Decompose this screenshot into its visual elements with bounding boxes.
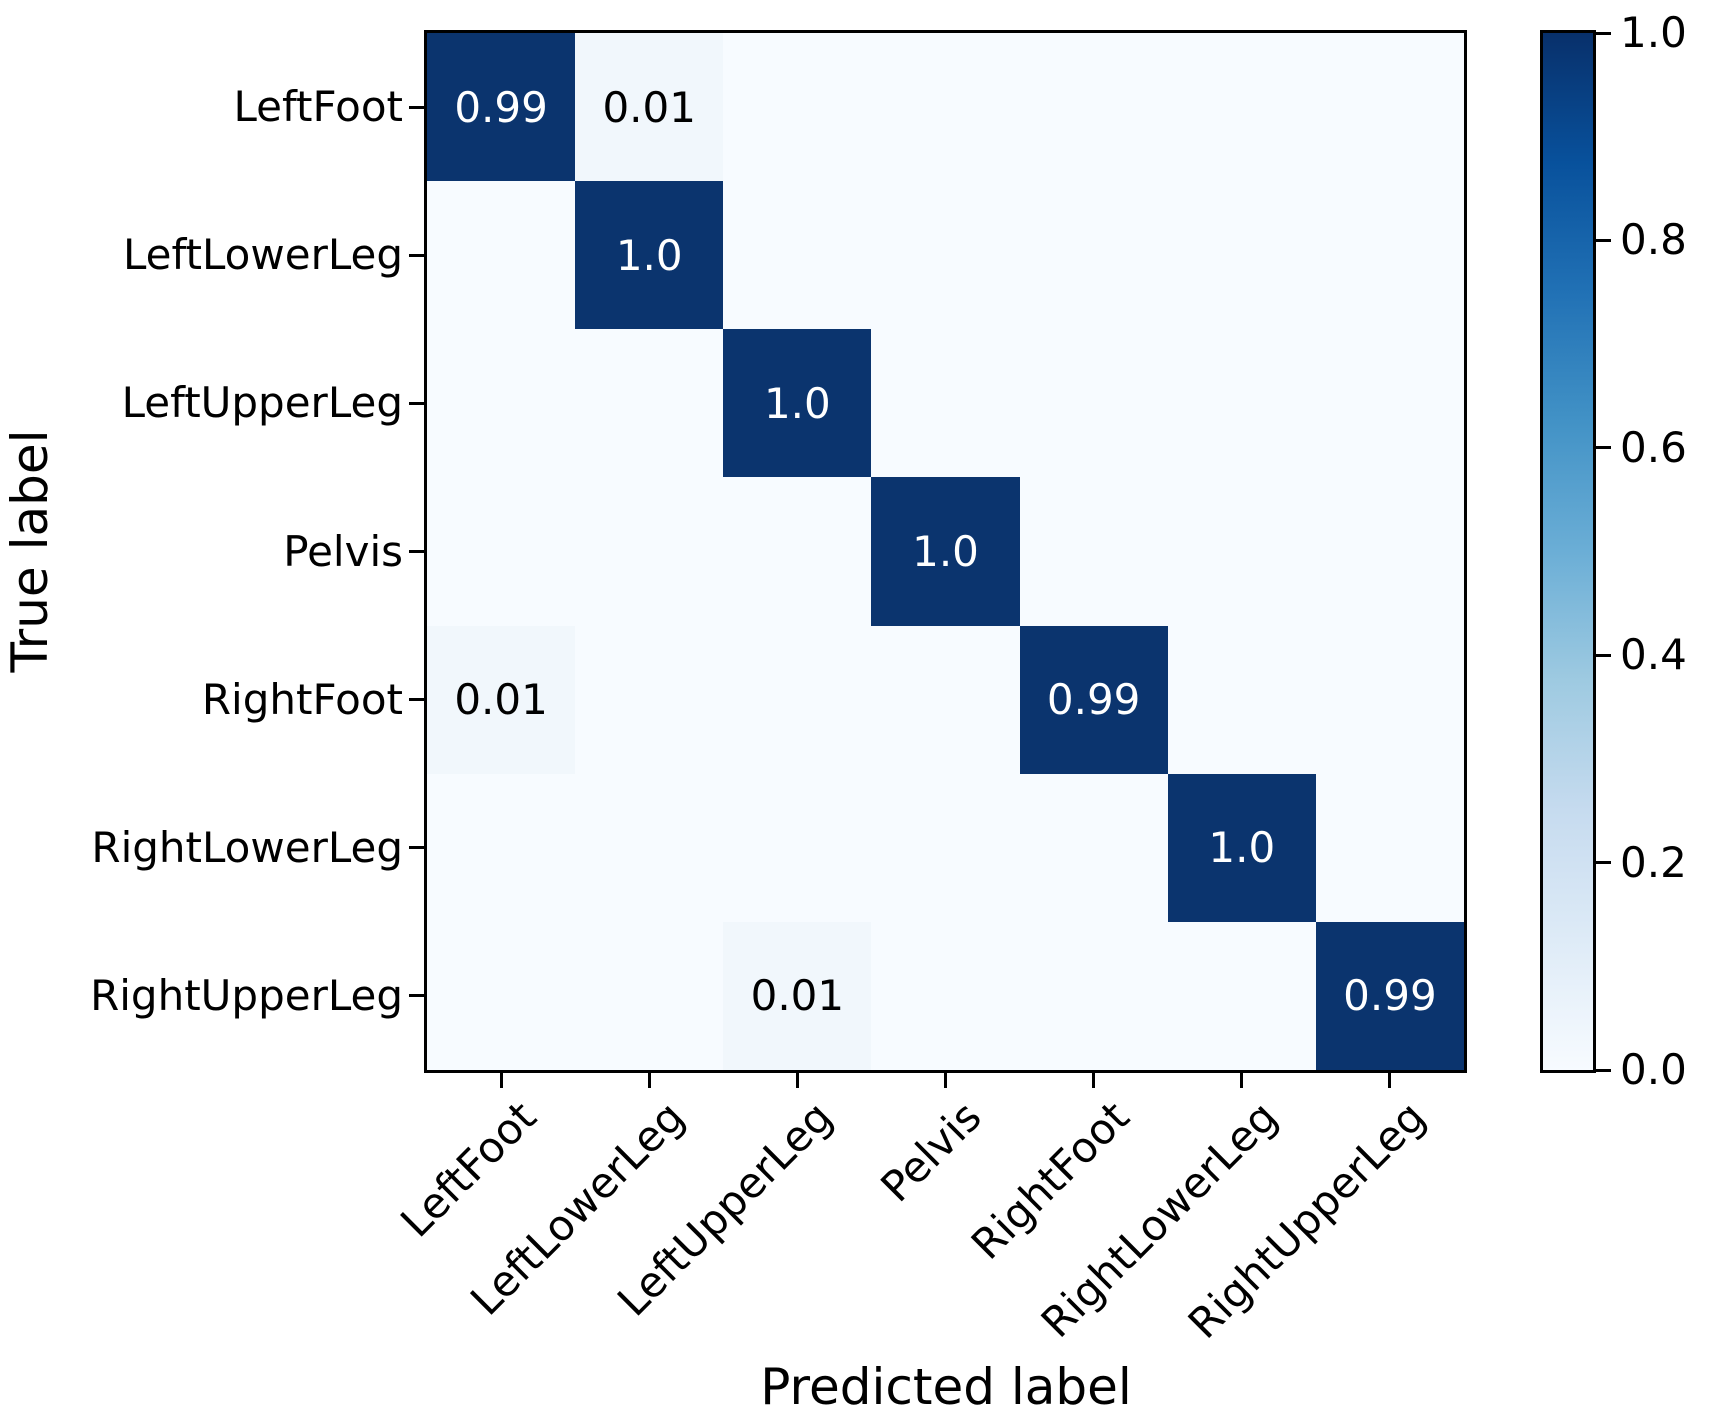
y-tick-mark xyxy=(409,253,424,257)
colorbar-tick-mark xyxy=(1596,446,1611,450)
colorbar-tick-label-0.6: 0.6 xyxy=(1620,422,1687,472)
matrix-cell-RightLowerLeg-LeftLowerLeg xyxy=(575,773,724,922)
y-tick-label-RightUpperLeg: RightUpperLeg xyxy=(90,970,403,1020)
y-tick-label-LeftLowerLeg: LeftLowerLeg xyxy=(123,230,403,280)
x-tick-mark xyxy=(647,1073,651,1088)
matrix-cell-LeftLowerLeg-Pelvis xyxy=(871,181,1020,330)
x-tick-mark xyxy=(944,1073,947,1088)
matrix-cell-LeftUpperLeg-LeftUpperLeg: 1.0 xyxy=(723,329,872,478)
matrix-cell-LeftUpperLeg-RightLowerLeg xyxy=(1167,329,1316,478)
matrix-cell-RightLowerLeg-Pelvis xyxy=(871,773,1020,922)
y-tick-label-RightFoot: RightFoot xyxy=(201,674,403,724)
cell-value: 0.99 xyxy=(454,82,548,132)
matrix-cell-LeftUpperLeg-RightFoot xyxy=(1019,329,1168,478)
colorbar-tick-mark xyxy=(1596,31,1611,35)
matrix-cell-RightFoot-LeftUpperLeg xyxy=(723,625,872,774)
colorbar-tick-label-0.0: 0.0 xyxy=(1620,1045,1687,1094)
matrix-cell-RightFoot-LeftLowerLeg xyxy=(575,625,724,774)
colorbar-tick-mark xyxy=(1596,1068,1611,1072)
matrix-cell-RightUpperLeg-LeftFoot xyxy=(427,921,576,1070)
y-tick-mark xyxy=(409,994,424,998)
colorbar-tick-mark xyxy=(1596,238,1611,242)
matrix-cell-LeftFoot-LeftLowerLeg: 0.01 xyxy=(575,33,724,182)
matrix-cell-Pelvis-RightUpperLeg xyxy=(1315,477,1464,626)
matrix-cell-RightLowerLeg-RightLowerLeg: 1.0 xyxy=(1167,773,1316,922)
matrix-cell-RightUpperLeg-Pelvis xyxy=(871,921,1020,1070)
cell-value: 0.01 xyxy=(602,82,696,132)
matrix-cell-LeftLowerLeg-LeftFoot xyxy=(427,181,576,330)
cell-value: 1.0 xyxy=(615,230,683,280)
y-tick-label-LeftFoot: LeftFoot xyxy=(233,82,403,132)
y-tick-mark xyxy=(409,105,424,109)
y-tick-label-LeftUpperLeg: LeftUpperLeg xyxy=(121,378,403,428)
cell-value: 1.0 xyxy=(763,378,831,428)
matrix-cell-Pelvis-LeftFoot xyxy=(427,477,576,626)
matrix-cell-LeftFoot-LeftFoot: 0.99 xyxy=(427,33,576,182)
matrix-cell-RightUpperLeg-LeftUpperLeg: 0.01 xyxy=(723,921,872,1070)
matrix-cell-LeftUpperLeg-LeftLowerLeg xyxy=(575,329,724,478)
matrix-cell-RightLowerLeg-RightFoot xyxy=(1019,773,1168,922)
matrix-cell-LeftLowerLeg-LeftLowerLeg: 1.0 xyxy=(575,181,724,330)
heatmap-grid: 0.99 0.01 1.0 1.0 1.0 0.01 0.99 1.0 0.01 0.99 xyxy=(424,30,1467,1073)
y-tick-label-Pelvis: Pelvis xyxy=(283,526,403,576)
matrix-cell-RightFoot-RightUpperLeg xyxy=(1315,625,1464,774)
matrix-cell-LeftFoot-RightFoot xyxy=(1019,33,1168,182)
cell-value: 0.99 xyxy=(1343,971,1437,1021)
matrix-cell-RightFoot-Pelvis xyxy=(871,625,1020,774)
matrix-cell-RightFoot-RightFoot: 0.99 xyxy=(1019,625,1168,774)
matrix-cell-LeftFoot-RightLowerLeg xyxy=(1167,33,1316,182)
matrix-cell-LeftFoot-Pelvis xyxy=(871,33,1020,182)
matrix-cell-LeftLowerLeg-RightUpperLeg xyxy=(1315,181,1464,330)
colorbar-tick-label-0.4: 0.4 xyxy=(1620,630,1687,680)
colorbar xyxy=(1540,30,1596,1073)
colorbar-tick-mark xyxy=(1596,653,1611,657)
matrix-cell-Pelvis-RightFoot xyxy=(1019,477,1168,626)
matrix-cell-Pelvis-LeftUpperLeg xyxy=(723,477,872,626)
matrix-cell-LeftUpperLeg-RightUpperLeg xyxy=(1315,329,1464,478)
matrix-cell-Pelvis-RightLowerLeg xyxy=(1167,477,1316,626)
y-tick-mark xyxy=(409,401,424,405)
x-axis-title: Predicted label xyxy=(760,1358,1132,1416)
y-tick-mark xyxy=(409,846,424,850)
matrix-cell-LeftLowerLeg-RightFoot xyxy=(1019,181,1168,330)
matrix-cell-RightUpperLeg-RightFoot xyxy=(1019,921,1168,1070)
cell-value: 0.01 xyxy=(454,675,548,725)
x-tick-mark xyxy=(499,1073,503,1088)
cell-value: 0.99 xyxy=(1046,675,1141,725)
matrix-cell-RightUpperLeg-RightUpperLeg: 0.99 xyxy=(1315,921,1464,1070)
matrix-cell-RightLowerLeg-RightUpperLeg xyxy=(1315,773,1464,922)
matrix-cell-LeftFoot-RightUpperLeg xyxy=(1315,33,1464,182)
matrix-cell-Pelvis-LeftLowerLeg xyxy=(575,477,724,626)
colorbar-tick-label-0.2: 0.2 xyxy=(1620,837,1687,887)
x-tick-mark xyxy=(795,1073,799,1088)
colorbar-tick-label-0.8: 0.8 xyxy=(1620,215,1687,265)
x-tick-mark xyxy=(1092,1073,1096,1088)
matrix-cell-RightLowerLeg-LeftUpperLeg xyxy=(723,773,872,922)
matrix-cell-RightUpperLeg-RightLowerLeg xyxy=(1167,921,1316,1070)
matrix-cell-LeftFoot-LeftUpperLeg xyxy=(723,33,872,182)
cell-value: 1.0 xyxy=(1208,823,1276,873)
y-tick-label-RightLowerLeg: RightLowerLeg xyxy=(91,822,403,872)
colorbar-tick-mark xyxy=(1596,861,1611,865)
y-tick-mark xyxy=(409,698,424,702)
matrix-cell-RightLowerLeg-LeftFoot xyxy=(427,773,576,922)
matrix-cell-LeftLowerLeg-RightLowerLeg xyxy=(1167,181,1316,330)
x-tick-mark xyxy=(1388,1073,1392,1088)
y-tick-mark xyxy=(409,550,424,553)
matrix-cell-RightFoot-LeftFoot: 0.01 xyxy=(427,625,576,774)
colorbar-tick-label-1.0: 1.0 xyxy=(1620,8,1687,57)
matrix-cell-RightFoot-RightLowerLeg xyxy=(1167,625,1316,774)
matrix-cell-LeftUpperLeg-Pelvis xyxy=(871,329,1020,478)
matrix-cell-RightUpperLeg-LeftLowerLeg xyxy=(575,921,724,1070)
matrix-cell-LeftUpperLeg-LeftFoot xyxy=(427,329,576,478)
cell-value: 1.0 xyxy=(912,526,979,576)
matrix-cell-LeftLowerLeg-LeftUpperLeg xyxy=(723,181,872,330)
matrix-cell-Pelvis-Pelvis: 1.0 xyxy=(871,477,1020,626)
x-tick-mark xyxy=(1240,1073,1244,1088)
cell-value: 0.01 xyxy=(750,971,845,1021)
